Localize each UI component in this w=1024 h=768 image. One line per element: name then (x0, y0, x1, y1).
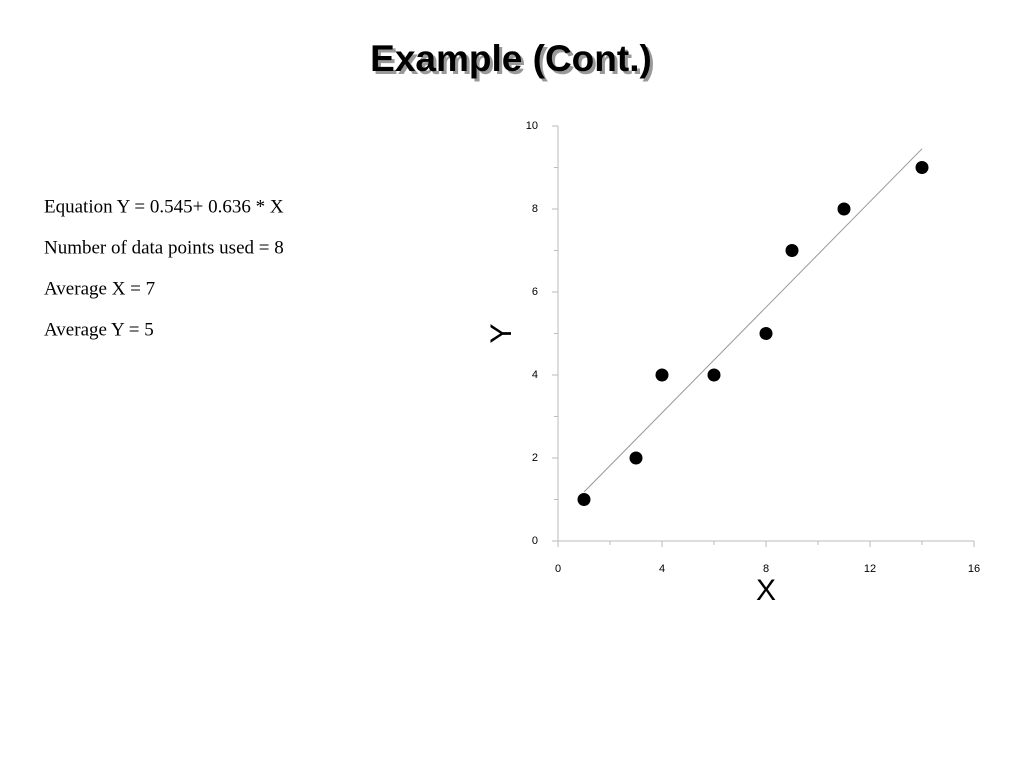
x-tick-label: 12 (864, 563, 876, 575)
y-tick-label: 10 (526, 120, 538, 132)
title-shadow: Example (Cont.) (373, 41, 655, 82)
x-tick-label: 4 (659, 563, 665, 575)
regression-line (583, 148, 923, 493)
y-tick-label: 0 (532, 535, 538, 547)
data-point (785, 244, 799, 257)
x-tick-label: 16 (968, 563, 980, 575)
data-point (915, 161, 929, 174)
y-axis-label: Y (485, 323, 518, 343)
x-tick-label: 8 (763, 563, 769, 575)
data-point (759, 327, 773, 340)
data-point (629, 451, 643, 465)
y-tick-label: 6 (532, 286, 538, 298)
data-point (837, 202, 851, 216)
y-tick-label: 2 (532, 452, 538, 464)
data-point (707, 368, 721, 382)
data-point (577, 493, 591, 506)
equation-text: Average Y = 5 (44, 319, 154, 340)
data-point (655, 368, 669, 382)
y-tick-label: 4 (532, 369, 538, 381)
equation-text: Number of data points used = 8 (44, 237, 284, 258)
y-tick-label: 8 (532, 203, 538, 215)
x-axis-label: X (756, 574, 776, 607)
x-tick-label: 0 (555, 563, 561, 575)
equation-text: Average X = 7 (44, 278, 155, 299)
equation-text: Equation Y = 0.545+ 0.636 * X (44, 196, 284, 217)
chart-title: Example (Cont.) (370, 38, 652, 79)
